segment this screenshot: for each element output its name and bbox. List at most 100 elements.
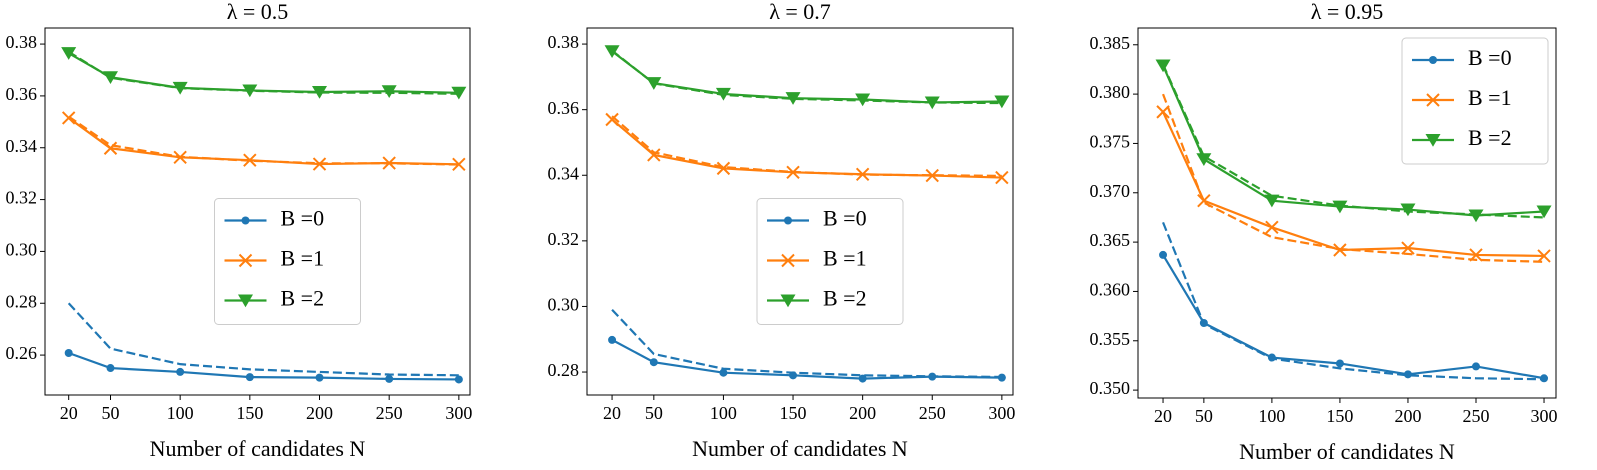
- x-tick-label: 150: [780, 403, 807, 423]
- point: [855, 93, 871, 107]
- point: [1471, 362, 1480, 371]
- point: [312, 157, 327, 171]
- series-line: [611, 118, 1002, 179]
- y-tick-label: 0.28: [6, 291, 38, 311]
- point: [238, 253, 253, 268]
- axes-frame: [1137, 27, 1557, 399]
- dashed-line: [68, 50, 459, 95]
- y-tick-label: 0.30: [6, 240, 38, 260]
- point: [785, 92, 801, 105]
- y-tick-label: 0.38: [548, 32, 580, 52]
- point: [925, 168, 939, 183]
- dashed-line: [68, 115, 459, 166]
- x-tick-label: 20: [603, 403, 621, 423]
- x-tick-label: 200: [849, 403, 876, 423]
- x-axis-label: Number of candidates N: [692, 436, 908, 461]
- point: [1403, 370, 1412, 379]
- y-tick-label: 0.32: [6, 188, 38, 208]
- point: [1333, 243, 1347, 257]
- point: [452, 157, 466, 172]
- y-tick-label: 0.26: [6, 343, 38, 363]
- point: [1400, 203, 1416, 217]
- point: [719, 368, 728, 377]
- point: [102, 71, 118, 84]
- point: [1267, 353, 1276, 362]
- x-tick-label: 300: [1531, 406, 1558, 426]
- legend-label: B =1: [281, 246, 325, 271]
- x-tick-label: 50: [101, 403, 119, 423]
- point: [1429, 56, 1437, 64]
- legend-label: B =0: [281, 206, 325, 231]
- subplot-title: λ = 0.95: [1311, 0, 1384, 24]
- y-tick-label: 0.385: [1090, 33, 1131, 53]
- x-tick-label: 100: [710, 403, 737, 423]
- point: [855, 167, 870, 181]
- point: [715, 87, 731, 101]
- y-tick-label: 0.36: [6, 84, 38, 104]
- point: [176, 367, 185, 376]
- point: [997, 373, 1006, 382]
- x-tick-label: 20: [1154, 406, 1172, 426]
- y-tick-label: 0.355: [1090, 329, 1131, 349]
- point: [608, 335, 617, 344]
- y-tick-label: 0.350: [1090, 378, 1131, 398]
- point: [1426, 93, 1440, 107]
- point: [649, 358, 658, 367]
- point: [1335, 359, 1344, 368]
- legend-label: B =0: [1468, 45, 1512, 70]
- legend-box: [214, 198, 361, 325]
- x-tick-label: 250: [376, 403, 403, 423]
- dashed-line: [1162, 221, 1545, 381]
- point: [312, 86, 328, 99]
- point: [381, 85, 397, 98]
- x-tick-label: 20: [60, 403, 78, 423]
- point: [315, 373, 324, 382]
- legend-label: B =2: [281, 286, 325, 311]
- point: [1540, 374, 1549, 383]
- legend-label: B =2: [823, 286, 867, 311]
- point: [243, 153, 257, 167]
- point: [1425, 134, 1441, 147]
- point: [64, 349, 73, 358]
- point: [241, 216, 250, 225]
- x-tick-label: 200: [306, 403, 333, 423]
- point: [385, 374, 394, 383]
- point: [1265, 220, 1279, 235]
- axes-frame: [44, 27, 471, 396]
- point: [716, 161, 731, 176]
- x-tick-label: 250: [1462, 406, 1489, 426]
- series-line: [611, 50, 1002, 104]
- x-tick-label: 300: [988, 403, 1015, 423]
- legend-label: B =1: [823, 246, 867, 271]
- point: [242, 84, 258, 98]
- series-line: [1162, 254, 1545, 380]
- y-tick-label: 0.380: [1090, 82, 1131, 102]
- point: [1155, 59, 1171, 73]
- y-tick-label: 0.365: [1090, 230, 1131, 250]
- point: [786, 165, 800, 180]
- point: [173, 150, 187, 165]
- point: [172, 81, 188, 95]
- point: [1264, 194, 1280, 208]
- y-tick-label: 0.370: [1090, 181, 1131, 201]
- point: [1536, 205, 1552, 219]
- point: [781, 253, 795, 268]
- subplot-title: λ = 0.5: [227, 0, 289, 24]
- point: [103, 141, 118, 155]
- point: [858, 374, 867, 383]
- point: [61, 111, 76, 125]
- legend-label: B =2: [1468, 125, 1512, 150]
- y-tick-label: 0.36: [548, 98, 580, 118]
- point: [780, 294, 796, 308]
- x-tick-label: 200: [1394, 406, 1421, 426]
- point: [647, 148, 661, 162]
- point: [1401, 241, 1415, 255]
- point: [382, 156, 396, 170]
- point: [1196, 153, 1212, 166]
- point: [784, 216, 792, 225]
- point: [646, 77, 662, 90]
- legend-box: [1401, 37, 1549, 165]
- y-tick-label: 0.38: [6, 32, 38, 52]
- x-tick-label: 300: [445, 403, 472, 423]
